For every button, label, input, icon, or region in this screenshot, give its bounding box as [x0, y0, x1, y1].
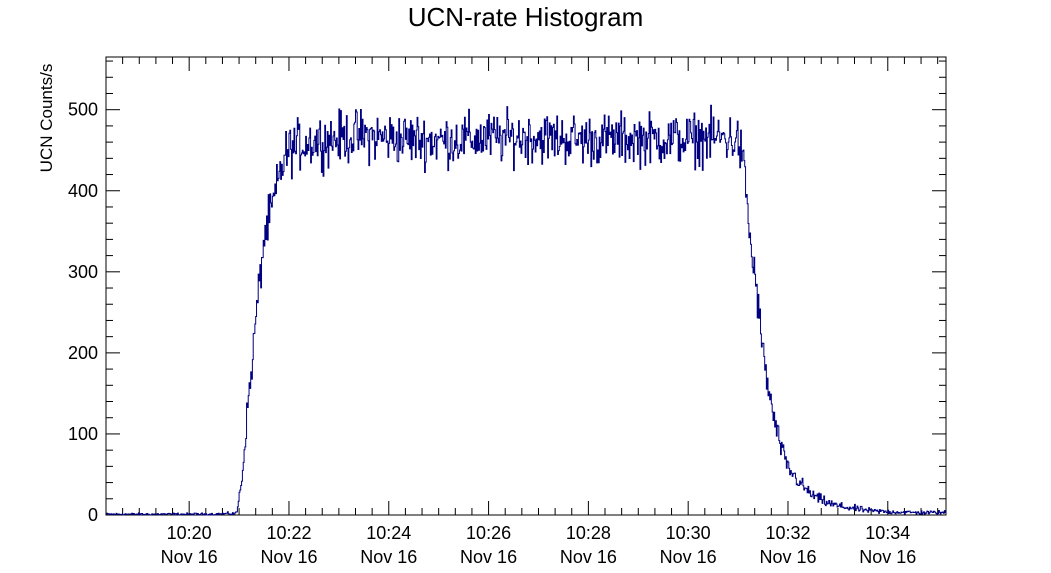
y-tick-label: 200	[68, 343, 98, 363]
x-tick-time-label: 10:32	[765, 523, 810, 543]
plot-frame	[105, 56, 947, 516]
y-tick-label: 400	[68, 181, 98, 201]
x-tick-date-label: Nov 16	[161, 547, 218, 567]
y-tick-label: 0	[88, 505, 98, 525]
y-tick-label: 300	[68, 262, 98, 282]
y-tick-label: 100	[68, 424, 98, 444]
x-tick-time-label: 10:20	[167, 523, 212, 543]
x-tick-date-label: Nov 16	[759, 547, 816, 567]
x-tick-time-label: 10:30	[666, 523, 711, 543]
x-tick-date-label: Nov 16	[859, 547, 916, 567]
chart-title: UCN-rate Histogram	[407, 2, 644, 32]
x-tick-time-label: 10:24	[366, 523, 411, 543]
x-tick-date-label: Nov 16	[360, 547, 417, 567]
x-tick-date-label: Nov 16	[660, 547, 717, 567]
x-tick-time-label: 10:26	[466, 523, 511, 543]
y-tick-label: 500	[68, 100, 98, 120]
x-tick-date-label: Nov 16	[260, 547, 317, 567]
y-axis-title: UCN Counts/s	[37, 64, 56, 173]
x-tick-time-label: 10:28	[566, 523, 611, 543]
x-tick-time-label: 10:22	[266, 523, 311, 543]
x-tick-time-label: 10:34	[865, 523, 910, 543]
x-tick-date-label: Nov 16	[560, 547, 617, 567]
x-tick-date-label: Nov 16	[460, 547, 517, 567]
histogram-series-line	[106, 104, 946, 516]
